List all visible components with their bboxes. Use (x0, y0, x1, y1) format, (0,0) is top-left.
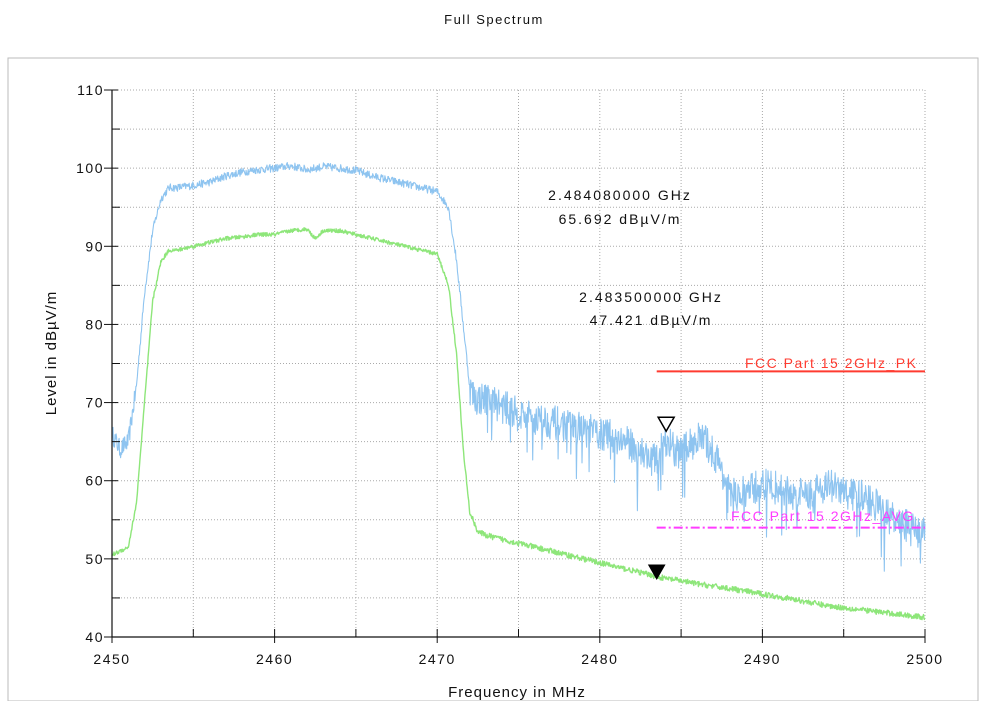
x-tick-label: 2450 (93, 651, 130, 667)
y-tick-label: 100 (76, 160, 104, 176)
marker-2-symbol (647, 564, 666, 581)
y-tick-label: 90 (85, 238, 104, 254)
y-axis-title: Level in dBµV/m (43, 291, 60, 416)
y-tick-label: 60 (85, 473, 104, 489)
y-tick-label: 80 (85, 316, 104, 332)
y-tick-label: 70 (85, 395, 104, 411)
limit-label-avg: FCC Part 15 2GHz_AVG (731, 508, 915, 524)
x-axis-title: Frequency in MHz (448, 684, 586, 701)
x-tick-label: 2460 (256, 651, 293, 667)
series-2-trace (111, 227, 926, 621)
x-tick-label: 2500 (906, 651, 943, 667)
axes: 40 50 60 70 80 90 100 110 2450 2460 2470 2480 2490 25… (76, 82, 943, 667)
y-tick-label: 110 (77, 82, 104, 98)
y-tick-label: 50 (85, 551, 104, 567)
series-1-trace (111, 162, 926, 572)
marker-1-level: 65.692 dBµV/m (559, 211, 682, 227)
series-2-path (111, 227, 926, 621)
x-tick-label: 2470 (419, 651, 456, 667)
y-tick-label: 40 (85, 629, 104, 645)
limit-lines (656, 370, 925, 529)
marker-1-symbol (656, 416, 676, 433)
chart-title: Full Spectrum (444, 12, 544, 27)
markers (647, 416, 676, 581)
x-tick-label: 2490 (744, 651, 781, 667)
marker-2-level: 47.421 dBµV/m (590, 312, 713, 328)
marker-2-frequency: 2.483500000 GHz (579, 289, 723, 305)
grid (112, 89, 926, 637)
chart-frame (7, 57, 979, 701)
series-layer (111, 162, 926, 621)
x-tick-label: 2480 (581, 651, 618, 667)
limit-label-pk: FCC Part 15 2GHz_PK (745, 355, 917, 371)
series-1-path (111, 162, 926, 572)
marker-1-frequency: 2.484080000 GHz (548, 187, 692, 203)
